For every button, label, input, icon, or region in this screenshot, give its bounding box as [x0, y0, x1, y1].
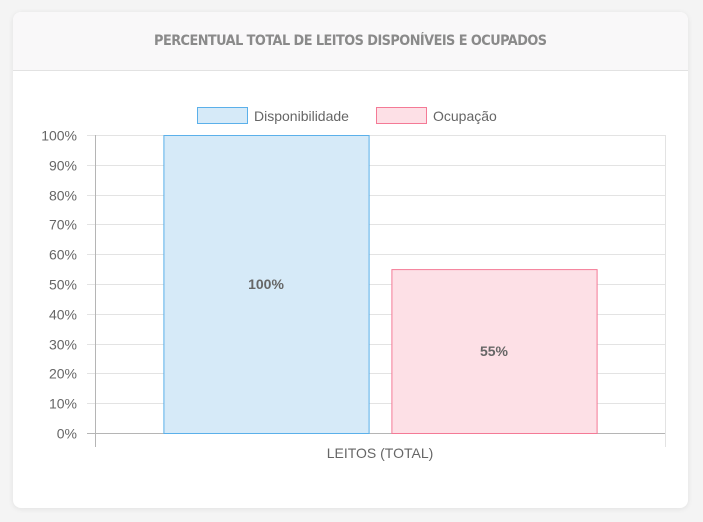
legend-label: Disponibilidade [254, 108, 349, 124]
bar-data-label: 55% [480, 343, 509, 359]
y-tick-label: 50% [49, 277, 77, 293]
y-tick-label: 0% [57, 426, 77, 442]
bar-data-label: 100% [248, 276, 284, 292]
legend-swatch-0 [197, 107, 248, 124]
legend-label: Ocupação [433, 108, 497, 124]
bar-disponibilidade [163, 135, 370, 434]
y-tick-label: 80% [49, 188, 77, 204]
y-tick-label: 30% [49, 337, 77, 353]
card-header: PERCENTUAL TOTAL DE LEITOS DISPONÍVEIS E… [13, 12, 688, 71]
y-tick-label: 100% [41, 128, 77, 144]
bar-ocupação [391, 269, 598, 434]
y-tick-label: 40% [49, 307, 77, 323]
x-tick-label: LEITOS (TOTAL) [327, 445, 434, 461]
chart-title: PERCENTUAL TOTAL DE LEITOS DISPONÍVEIS E… [154, 33, 547, 49]
y-tick-label: 60% [49, 247, 77, 263]
y-tick-label: 70% [49, 217, 77, 233]
y-tick-label: 90% [49, 158, 77, 174]
y-tick-label: 20% [49, 366, 77, 382]
y-tick-label: 10% [49, 396, 77, 412]
legend-swatch-1 [376, 107, 427, 124]
